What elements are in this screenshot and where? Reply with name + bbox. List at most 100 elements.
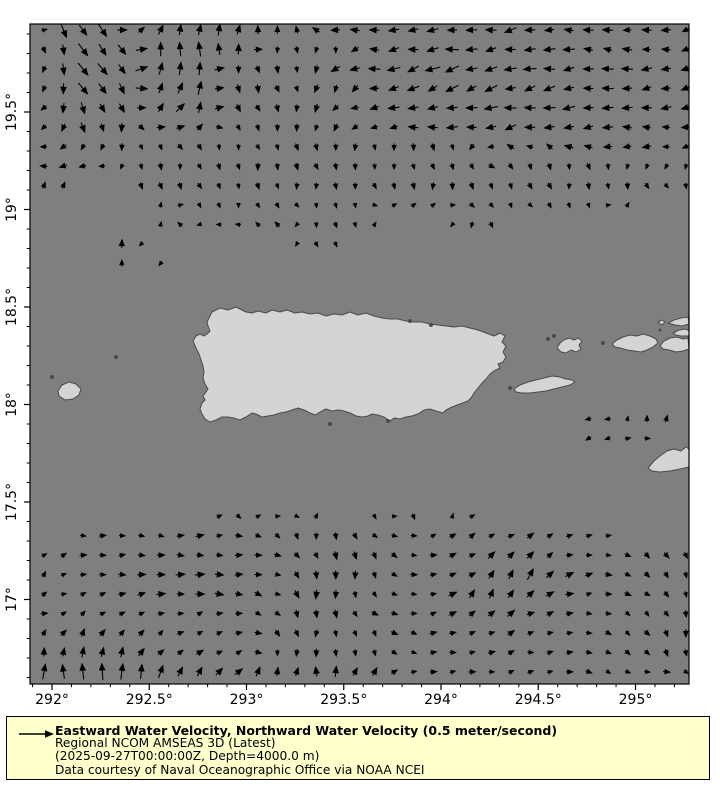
- velocity-arrow: [137, 182, 144, 191]
- velocity-arrow: [660, 84, 671, 92]
- velocity-arrow: [565, 649, 574, 656]
- velocity-arrow: [98, 646, 106, 658]
- velocity-arrow: [40, 46, 47, 54]
- velocity-arrow: [98, 83, 107, 95]
- velocity-arrow: [98, 628, 106, 637]
- velocity-arrow: [332, 221, 338, 229]
- velocity-arrow: [196, 143, 202, 151]
- velocity-arrow: [293, 609, 300, 619]
- velocity-arrow: [313, 552, 319, 560]
- velocity-arrow: [255, 202, 261, 209]
- velocity-arrow: [429, 163, 435, 171]
- velocity-arrow: [216, 514, 223, 520]
- velocity-arrow: [444, 46, 460, 53]
- velocity-arrow: [135, 46, 149, 53]
- velocity-arrow: [546, 551, 554, 559]
- velocity-arrow: [429, 669, 438, 675]
- islet-speck: [50, 375, 54, 379]
- x-axis-tick-label: 293°: [230, 692, 264, 708]
- velocity-arrow: [469, 143, 476, 151]
- velocity-arrow: [600, 65, 614, 73]
- velocity-arrow: [372, 202, 379, 207]
- velocity-arrow: [157, 24, 164, 35]
- velocity-arrow: [98, 163, 106, 169]
- velocity-arrow: [605, 182, 611, 190]
- velocity-arrow: [407, 104, 419, 111]
- velocity-arrow: [506, 143, 515, 151]
- velocity-arrow: [387, 104, 400, 112]
- velocity-arrow: [42, 65, 48, 74]
- velocity-arrow: [506, 589, 515, 599]
- velocity-arrow: [39, 144, 48, 150]
- x-axis-tick-label: 292.5°: [126, 692, 173, 708]
- velocity-arrow: [60, 103, 67, 114]
- velocity-arrow: [61, 123, 68, 132]
- velocity-arrow: [524, 84, 536, 92]
- velocity-arrow: [487, 550, 496, 559]
- velocity-arrow: [585, 610, 593, 616]
- velocity-arrow: [215, 222, 222, 227]
- velocity-arrow: [526, 568, 534, 581]
- velocity-arrow: [330, 65, 341, 73]
- velocity-arrow: [605, 163, 611, 171]
- velocity-arrow: [274, 591, 282, 596]
- velocity-arrow: [449, 649, 457, 655]
- velocity-arrow: [660, 65, 671, 72]
- velocity-arrow: [683, 163, 689, 171]
- legend-attribution-line: Data courtesy of Naval Oceanographic Off…: [55, 762, 425, 777]
- velocity-arrow: [195, 24, 203, 36]
- velocity-arrow: [235, 610, 244, 617]
- velocity-arrow: [40, 570, 46, 578]
- velocity-arrow: [294, 182, 300, 190]
- islet-speck: [429, 323, 433, 327]
- velocity-arrow: [330, 26, 341, 34]
- velocity-arrow: [234, 552, 244, 559]
- velocity-arrow: [391, 182, 397, 190]
- velocity-arrow: [235, 650, 243, 656]
- velocity-arrow: [565, 571, 575, 579]
- velocity-arrow: [352, 649, 358, 657]
- velocity-arrow: [274, 162, 280, 171]
- velocity-arrow: [620, 104, 633, 111]
- velocity-arrow: [175, 571, 187, 579]
- velocity-arrow: [176, 24, 184, 36]
- velocity-arrow: [585, 533, 593, 539]
- velocity-arrow: [60, 181, 66, 189]
- velocity-arrow: [351, 532, 358, 540]
- velocity-arrow: [255, 610, 262, 616]
- velocity-arrow: [135, 65, 149, 73]
- velocity-arrow: [604, 571, 613, 578]
- velocity-arrow: [332, 570, 339, 581]
- velocity-arrow: [605, 533, 613, 539]
- island-culebra: [556, 337, 583, 354]
- velocity-arrow: [332, 649, 339, 658]
- velocity-arrow: [41, 591, 48, 598]
- velocity-arrow: [80, 592, 87, 598]
- velocity-arrow: [118, 123, 126, 133]
- velocity-arrow: [682, 649, 688, 657]
- velocity-arrow: [446, 26, 458, 34]
- velocity-arrow: [254, 590, 263, 597]
- velocity-arrow: [585, 202, 591, 209]
- velocity-arrow: [41, 28, 48, 33]
- velocity-arrow: [543, 123, 555, 131]
- velocity-arrow: [41, 553, 48, 558]
- velocity-arrow: [507, 202, 513, 209]
- velocity-arrow: [625, 163, 631, 171]
- velocity-arrow: [391, 203, 398, 208]
- velocity-arrow: [448, 591, 458, 598]
- velocity-arrow: [604, 435, 611, 441]
- velocity-arrow: [407, 26, 419, 33]
- velocity-arrow: [313, 512, 319, 519]
- velocity-arrow: [332, 609, 339, 619]
- velocity-arrow: [624, 610, 631, 617]
- velocity-arrow: [584, 435, 592, 441]
- velocity-arrow: [371, 591, 377, 598]
- velocity-arrow: [390, 669, 399, 676]
- velocity-arrow: [660, 46, 671, 53]
- velocity-arrow: [445, 84, 459, 93]
- velocity-arrow: [506, 551, 515, 559]
- velocity-arrow: [663, 182, 670, 189]
- velocity-arrow: [293, 85, 299, 93]
